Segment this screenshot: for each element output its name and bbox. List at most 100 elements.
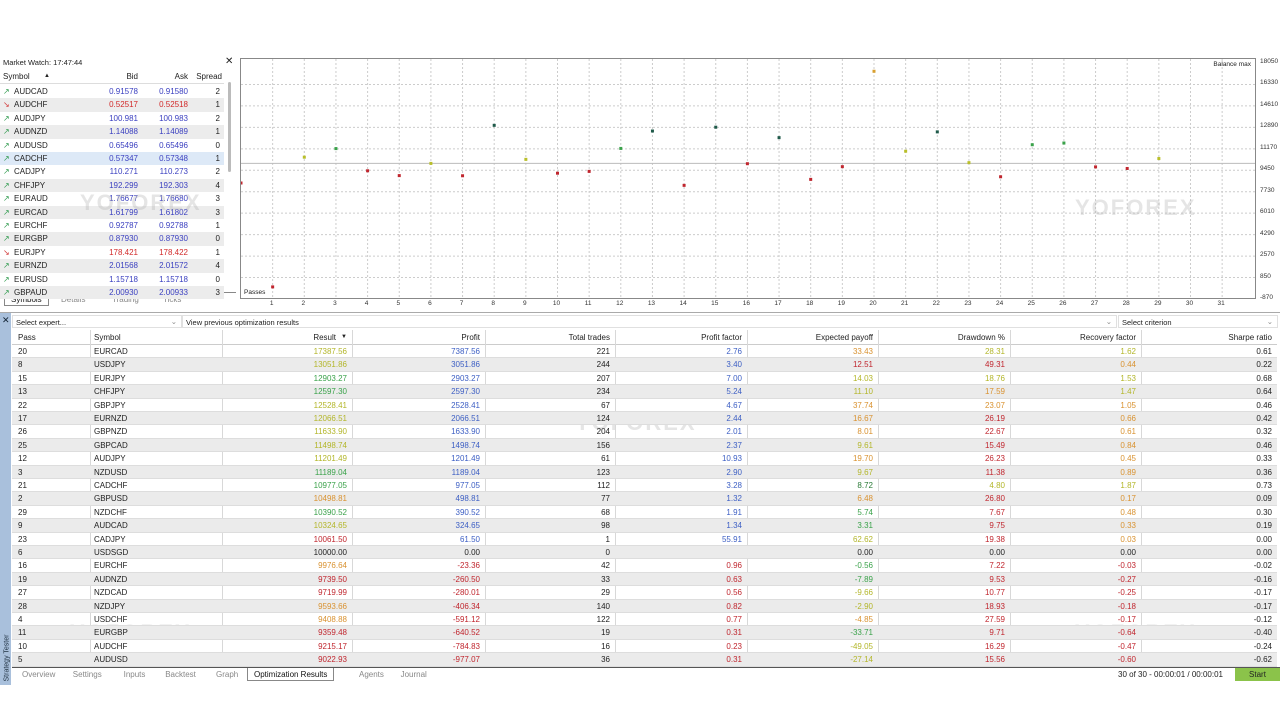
table-row[interactable]: 29 NZDCHF 10390.52 390.52 68 1.91 5.74 7.67 0.48… (12, 506, 1277, 520)
cell-total-trades: 244 (596, 360, 610, 370)
table-row[interactable]: 19 AUDNZD 9739.50 -260.50 33 0.63 -7.89 9.53 -0.… (12, 572, 1277, 587)
table-row[interactable]: 21 CADCHF 10977.05 977.05 112 3.28 8.72 4.80 1.8… (12, 479, 1277, 493)
table-row[interactable]: 6 USDSGD 10000.00 0.00 0 0.00 0.00 0.00 0.00 (12, 546, 1277, 560)
cell-symbol: GBPAUD (14, 288, 48, 297)
close-icon[interactable]: ✕ (225, 56, 234, 67)
data-point-pass-23 (967, 161, 971, 165)
cell-symbol: USDSGD (94, 548, 129, 557)
cell-drawdown: 26.80 (984, 494, 1005, 504)
tab-trading[interactable]: Trading (112, 295, 139, 304)
table-row[interactable]: 20 EURCAD 17387.56 7387.56 221 2.76 33.43 28.31… (12, 345, 1277, 359)
market-watch-row[interactable]: ↗ EURCAD 1.61799 1.61802 3 (0, 205, 224, 219)
market-watch-row[interactable]: ↗ AUDCAD 0.91578 0.91580 2 (0, 85, 224, 98)
column-symbol[interactable]: Symbol (94, 333, 121, 342)
cell-recovery-factor: 0.84 (1120, 440, 1136, 450)
table-row[interactable]: 16 EURCHF 9976.64 -23.36 42 0.96 -0.56 7.22 -0.0… (12, 559, 1277, 573)
tab-optimization-results[interactable]: Optimization Results (247, 668, 335, 681)
column-profit[interactable]: Profit (461, 333, 480, 342)
market-watch-row[interactable]: ↗ EURGBP 0.87930 0.87930 0 (0, 232, 224, 246)
column-result[interactable]: Result (313, 333, 336, 342)
table-row[interactable]: 10 AUDCHF 9215.17 -784.83 16 0.23 -49.05 16.29 -… (12, 640, 1277, 654)
tab-backtest[interactable]: Backtest (165, 670, 196, 679)
select-criterion-dropdown[interactable]: Select criterion ⌄ (1118, 315, 1278, 328)
market-watch-row[interactable]: ↗ AUDJPY 100.981 100.983 2 (0, 112, 224, 125)
column-ask[interactable]: Ask (174, 72, 188, 81)
table-row[interactable]: 3 NZDUSD 11189.04 1189.04 123 2.90 9.67 11.38 0.… (12, 465, 1277, 479)
table-row[interactable]: 9 AUDCAD 10324.65 324.65 98 1.34 3.31 9.75 0.33 0… (12, 519, 1277, 533)
cell-recovery-factor: 0.33 (1120, 521, 1136, 531)
sort-up-icon: ▲ (44, 73, 50, 79)
data-point-pass-22 (935, 130, 939, 134)
table-row[interactable]: 25 GBPCAD 11498.74 1498.74 156 2.37 9.61 15.49 0… (12, 438, 1277, 453)
tab-agents[interactable]: Agents (359, 670, 384, 679)
table-row[interactable]: 12 AUDJPY 11201.49 1201.49 61 10.93 19.70 26.23… (12, 452, 1277, 466)
market-watch-row[interactable]: ↗ CADJPY 110.271 110.273 2 (0, 165, 224, 178)
table-row[interactable]: 2 GBPUSD 10498.81 498.81 77 1.32 6.48 26.80 0.17… (12, 492, 1277, 506)
cell-drawdown: 17.59 (984, 387, 1005, 397)
cell-pass: 6 (18, 548, 23, 557)
cell-profit: 3051.86 (451, 360, 480, 370)
results-table-header: Pass Symbol Result ▼ Profit Total trades Profi… (12, 330, 1277, 345)
start-button[interactable]: Start (1235, 668, 1280, 681)
table-row[interactable]: 22 GBPJPY 12528.41 2528.41 67 4.67 37.74 23.07 1… (12, 399, 1277, 412)
cell-profit-factor: 2.37 (726, 440, 742, 450)
cell-profit-factor: 1.91 (726, 507, 742, 517)
tab-details[interactable]: Details (61, 295, 86, 304)
column-sharpe-ratio[interactable]: Sharpe ratio (1228, 333, 1272, 342)
column-pass[interactable]: Pass (18, 333, 36, 342)
market-watch-row[interactable]: ↗ CHFJPY 192.299 192.303 4 (0, 178, 224, 193)
column-total-trades[interactable]: Total trades (568, 333, 610, 342)
cell-pass: 15 (18, 373, 27, 383)
tab-ticks[interactable]: Ticks (163, 295, 182, 304)
tab-overview[interactable]: Overview (22, 670, 56, 679)
market-watch-row[interactable]: ↗ EURCHF 0.92787 0.92788 1 (0, 219, 224, 232)
cell-profit-factor: 3.28 (726, 481, 742, 490)
market-watch-row[interactable]: ↗ GBPAUD 2.00930 2.00933 3 (0, 286, 224, 300)
strategy-tester-sidebar: ✕ Strategy Tester (0, 313, 11, 685)
table-row[interactable]: 8 USDJPY 13051.86 3051.86 244 3.40 12.51 49.31 0… (12, 358, 1277, 372)
column-symbol[interactable]: Symbol (3, 72, 30, 81)
table-row[interactable]: 15 EURJPY 12903.27 2903.27 207 7.00 14.03 18.76… (12, 372, 1277, 386)
x-tick-label: 16 (742, 300, 750, 307)
market-watch-row[interactable]: ↘ EURJPY 178.421 178.422 1 (0, 246, 224, 259)
tab-settings[interactable]: Settings (72, 670, 102, 679)
cell-result: 9719.99 (318, 588, 347, 598)
column-drawdown[interactable]: Drawdown % (957, 333, 1005, 342)
column-profit-factor[interactable]: Profit factor (701, 333, 742, 342)
x-tick-label: 2 (301, 300, 306, 307)
table-row[interactable]: 23 CADJPY 10061.50 61.50 1 55.91 62.62 19.38 0.0… (12, 533, 1277, 546)
column-recovery-factor[interactable]: Recovery factor (1079, 333, 1136, 342)
column-expected-payoff[interactable]: Expected payoff (815, 333, 873, 342)
market-watch-row[interactable]: ↗ AUDNZD 1.14088 1.14089 1 (0, 125, 224, 139)
x-tick-label: 21 (901, 300, 909, 307)
table-row[interactable]: 4 USDCHF 9408.88 -591.12 122 0.77 -4.85 27.59 -0… (12, 613, 1277, 627)
table-row[interactable]: 27 NZDCAD 9719.99 -280.01 29 0.56 -9.66 10.77 -0… (12, 586, 1277, 600)
strategy-tester-tabs: Overview Settings Inputs Backtest Graph Optim… (12, 667, 1280, 683)
market-watch-row[interactable]: ↗ EURNZD 2.01568 2.01572 4 (0, 259, 224, 273)
table-row[interactable]: 26 GBPNZD 11633.90 1633.90 204 2.01 8.01 22.67 0… (12, 425, 1277, 439)
column-bid[interactable]: Bid (126, 72, 138, 81)
table-row[interactable]: 28 NZDJPY 9593.66 -406.34 140 0.82 -2.90 18.93 -… (12, 599, 1277, 613)
data-point-pass-19 (840, 165, 844, 169)
tab-journal[interactable]: Journal (400, 670, 427, 679)
chevron-down-icon: ⌄ (170, 317, 177, 326)
market-watch-row[interactable]: ↗ AUDUSD 0.65496 0.65496 0 (0, 139, 224, 152)
arrow-up-icon: ↗ (3, 167, 10, 177)
market-watch-row[interactable]: ↗ CADCHF 0.57347 0.57348 1 (0, 152, 224, 166)
scrollbar[interactable] (228, 82, 231, 172)
close-icon[interactable]: ✕ (2, 315, 10, 325)
column-spread[interactable]: Spread (196, 72, 222, 81)
tab-graph[interactable]: Graph (216, 670, 239, 679)
view-previous-results-dropdown[interactable]: View previous optimization results ⌄ (182, 315, 1117, 328)
cell-sharpe-ratio: 0.19 (1256, 521, 1272, 531)
table-row[interactable]: 17 EURNZD 12066.51 2066.51 124 2.44 16.67 26.19… (12, 412, 1277, 426)
cell-bid: 2.00930 (109, 288, 138, 297)
table-row[interactable]: 13 CHFJPY 12597.30 2597.30 234 5.24 11.10 17.59… (12, 385, 1277, 399)
tab-inputs[interactable]: Inputs (123, 670, 146, 679)
table-row[interactable]: 5 AUDUSD 9022.93 -977.07 36 0.31 -27.14 15.56 -0… (12, 653, 1277, 667)
market-watch-row[interactable]: ↗ EURAUD 1.76677 1.76680 3 (0, 192, 224, 205)
market-watch-row[interactable]: ↘ AUDCHF 0.52517 0.52518 1 (0, 98, 224, 112)
select-expert-dropdown[interactable]: Select expert... ⌄ (12, 315, 182, 328)
table-row[interactable]: 11 EURGBP 9359.48 -640.52 19 0.31 -33.71 9.71 -0… (12, 626, 1277, 640)
market-watch-row[interactable]: ↗ EURUSD 1.15718 1.15718 0 (0, 273, 224, 286)
